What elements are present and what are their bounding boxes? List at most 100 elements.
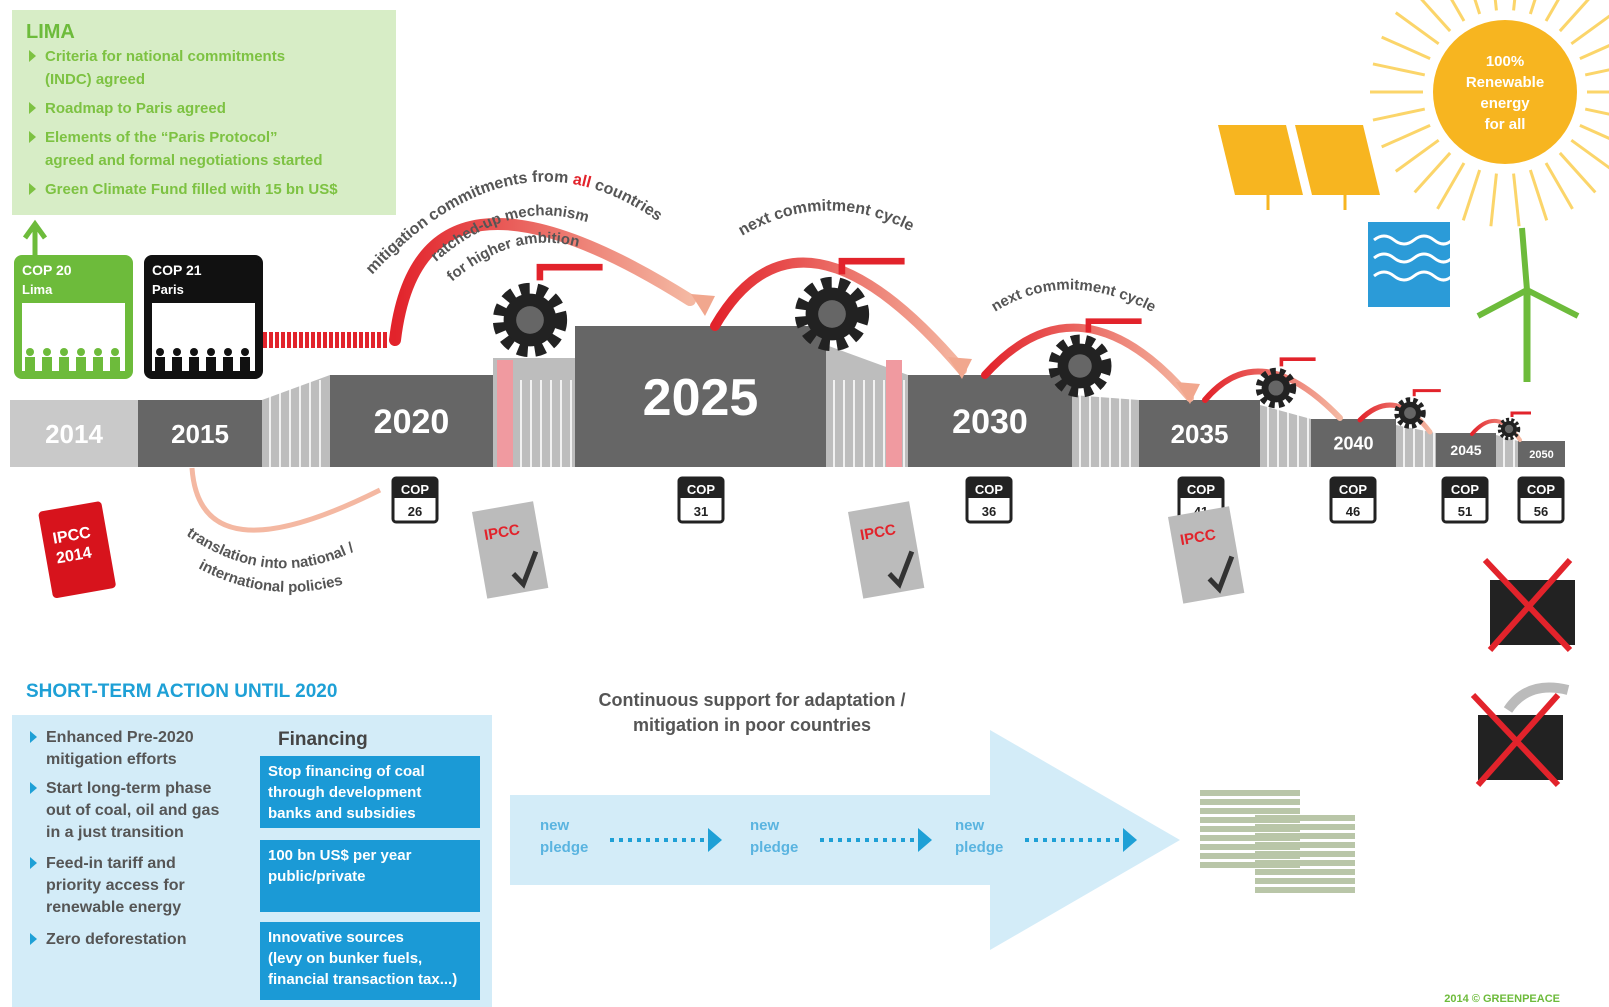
year-label: 2045 — [1450, 442, 1481, 458]
financing-text: (levy on bunker fuels, — [268, 950, 422, 967]
timeline-ramp — [1072, 395, 1139, 467]
year-label: 2014 — [45, 419, 103, 449]
red-stripe — [323, 332, 327, 348]
pledge-label: pledge — [955, 839, 1003, 856]
sun-ray — [1382, 125, 1430, 147]
person — [155, 357, 165, 371]
lima-item: (INDC) agreed — [45, 71, 145, 88]
red-stripe — [287, 332, 291, 348]
sun-ray — [1438, 163, 1465, 209]
sun-text: 100% — [1486, 53, 1524, 70]
sun-ray — [1415, 0, 1450, 31]
sun-ray — [1491, 0, 1497, 10]
pledge-label: new — [540, 817, 570, 834]
report — [1168, 506, 1244, 603]
money — [1255, 815, 1355, 821]
short-term-item: mitigation efforts — [46, 751, 177, 768]
cop-top-inner — [22, 303, 125, 371]
money — [1255, 824, 1355, 830]
sun-ray — [1463, 170, 1479, 220]
cop-number: 46 — [1346, 504, 1360, 519]
year-label: 2025 — [643, 369, 759, 427]
financing-text: through development — [268, 784, 421, 801]
financing-title: Financing — [278, 729, 368, 750]
cop-label: COP — [687, 482, 716, 497]
person — [173, 348, 181, 356]
solar-panel — [1295, 125, 1380, 195]
year-label: 2020 — [374, 403, 450, 441]
sun-ray — [1514, 174, 1520, 227]
credit: 2014 © GREENPEACE — [1444, 993, 1560, 1005]
gear-hub — [1404, 407, 1416, 419]
arrow-up — [25, 224, 45, 256]
year-label: 2035 — [1171, 419, 1229, 449]
pink-stripe — [886, 360, 902, 467]
person — [111, 348, 119, 356]
sun-ray — [1463, 0, 1479, 14]
person — [59, 357, 69, 371]
person — [77, 348, 85, 356]
lima-item: Roadmap to Paris agreed — [45, 100, 226, 117]
pledge-label: new — [750, 817, 780, 834]
person — [189, 357, 199, 371]
translation-arc — [192, 468, 380, 530]
person — [241, 348, 249, 356]
cop-label: COP — [1527, 482, 1556, 497]
sun-ray — [1546, 0, 1573, 21]
financing-text: 100 bn US$ per year — [268, 847, 412, 864]
red-stripe — [299, 332, 303, 348]
financing-text: public/private — [268, 868, 366, 885]
year-label: 2030 — [952, 403, 1028, 441]
sun-ray — [1560, 153, 1595, 192]
red-stripe — [305, 332, 309, 348]
year-label: 2015 — [171, 419, 229, 449]
lima-item: Criteria for national commitments — [45, 48, 285, 65]
money — [1255, 878, 1355, 884]
red-stripe — [365, 332, 369, 348]
arc-text: next commitment cycle — [988, 276, 1158, 315]
flag — [1281, 359, 1315, 366]
money — [1255, 869, 1355, 875]
red-stripe — [341, 332, 345, 348]
cop-top-label: COP 21 — [152, 262, 202, 278]
ipcc-book: IPCC2014 — [38, 501, 116, 599]
arc-text-part: countries — [588, 175, 665, 224]
arc-text-path: next commitment cycle — [736, 197, 917, 239]
sun-ray — [1546, 163, 1573, 209]
solar-panel — [1218, 125, 1303, 195]
short-term-item: Zero deforestation — [46, 931, 186, 948]
person — [207, 348, 215, 356]
short-term-item: Start long-term phase — [46, 780, 211, 797]
financing-text: banks and subsidies — [268, 805, 416, 822]
person — [76, 357, 86, 371]
short-term-item: out of coal, oil and gas — [46, 802, 219, 819]
sun-text: Renewable — [1466, 74, 1544, 91]
money — [1255, 851, 1355, 857]
sun-ray — [1571, 13, 1609, 44]
red-stripe — [263, 332, 267, 348]
sun — [1433, 20, 1577, 164]
report — [848, 501, 924, 598]
red-stripe — [269, 332, 273, 348]
person — [25, 357, 35, 371]
flag — [1414, 391, 1441, 397]
lima-item: Elements of the “Paris Protocol” — [45, 129, 278, 146]
money — [1255, 842, 1355, 848]
short-term-item: Enhanced Pre-2020 — [46, 729, 194, 746]
person — [93, 357, 103, 371]
smoke — [1508, 688, 1568, 711]
person — [42, 357, 52, 371]
pledge-label: pledge — [540, 839, 588, 856]
financing-text: Innovative sources — [268, 929, 404, 946]
red-stripe — [353, 332, 357, 348]
sun-ray — [1585, 64, 1609, 75]
cop-top-place: Lima — [22, 282, 53, 297]
sun-ray — [1396, 13, 1439, 44]
person — [94, 348, 102, 356]
sun-ray — [1530, 0, 1546, 14]
lima-title: LIMA — [26, 21, 75, 43]
money — [1255, 860, 1355, 866]
cop-top-label: COP 20 — [22, 262, 72, 278]
person — [172, 357, 182, 371]
money — [1255, 887, 1355, 893]
